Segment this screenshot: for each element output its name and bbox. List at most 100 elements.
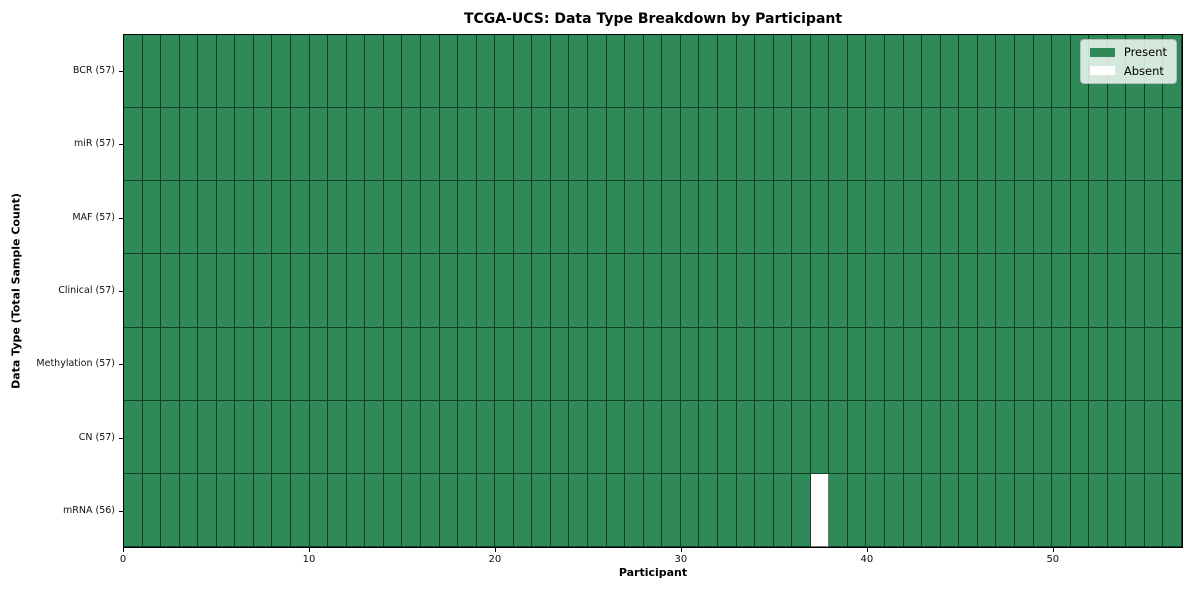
- y-tick-label-mir: miR (57): [73, 138, 115, 150]
- heatmap-cell: [903, 400, 923, 474]
- heatmap-cell: [495, 181, 514, 255]
- y-tick-label-bcr: BCR (57): [72, 64, 115, 76]
- heatmap-cell: [402, 254, 421, 328]
- y-tick-mark: [119, 437, 123, 439]
- heatmap-cell: [922, 108, 941, 182]
- heatmap-cell: [1107, 108, 1127, 182]
- heatmap-cell: [179, 254, 199, 328]
- heatmap-cell: [829, 35, 848, 109]
- heatmap-cell: [402, 108, 421, 182]
- x-tick-mark: [308, 548, 310, 552]
- heatmap-cell: [1163, 400, 1182, 474]
- heatmap-cell: [736, 254, 756, 328]
- heatmap-cell: [903, 108, 923, 182]
- heatmap-cell: [179, 108, 199, 182]
- heatmap-cell: [198, 108, 217, 182]
- heatmap-cell: [922, 327, 941, 401]
- heatmap-cell: [792, 400, 811, 474]
- heatmap-cell: [216, 254, 236, 328]
- heatmap-cell: [142, 108, 162, 182]
- y-tick-label-maf: MAF (57): [72, 211, 115, 223]
- heatmap-cell: [439, 35, 459, 109]
- heatmap-cell: [1163, 254, 1182, 328]
- heatmap-cell: [1089, 400, 1108, 474]
- heatmap-cell: [736, 108, 756, 182]
- heatmap-cell: [476, 254, 496, 328]
- heatmap-cell: [699, 400, 718, 474]
- heatmap-cell: [291, 35, 310, 109]
- heatmap-cell: [829, 254, 848, 328]
- heatmap-cell: [1052, 473, 1071, 547]
- heatmap-cell: [810, 35, 830, 109]
- heatmap-cell: [161, 254, 180, 328]
- heatmap-cell: [773, 254, 793, 328]
- heatmap-cell: [235, 400, 254, 474]
- y-tick-label-mrna: mRNA (56): [63, 505, 115, 517]
- legend-label: Present: [1123, 45, 1167, 59]
- heatmap-cell: [959, 327, 978, 401]
- heatmap-cell: [755, 35, 774, 109]
- heatmap-cell: [699, 327, 718, 401]
- heatmap-cell: [365, 254, 384, 328]
- heatmap-cell: [1126, 473, 1145, 547]
- heatmap-cell: [625, 254, 644, 328]
- heatmap-cell: [179, 35, 199, 109]
- heatmap-cell: [439, 400, 459, 474]
- heatmap-cell: [1126, 181, 1145, 255]
- heatmap-cell: [124, 108, 143, 182]
- heatmap-cell: [959, 254, 978, 328]
- heatmap-cell: [532, 327, 551, 401]
- chart-title: TCGA-UCS: Data Type Breakdown by Partici…: [463, 11, 843, 27]
- heatmap-cell: [291, 400, 310, 474]
- heatmap-cell: [606, 108, 626, 182]
- heatmap-cell: [680, 108, 700, 182]
- heatmap-cell: [588, 400, 607, 474]
- heatmap-cell: [365, 473, 384, 547]
- heatmap-cell: [606, 181, 626, 255]
- heatmap-cell: [1144, 473, 1164, 547]
- heatmap-cell: [792, 181, 811, 255]
- heatmap-cell: [495, 400, 514, 474]
- heatmap-cell: [253, 254, 273, 328]
- heatmap-cell: [365, 181, 384, 255]
- heatmap-cell: [606, 400, 626, 474]
- heatmap-cell: [1014, 400, 1034, 474]
- heatmap-cell: [1070, 473, 1090, 547]
- heatmap-cell: [569, 108, 589, 182]
- y-tick-mark: [119, 70, 123, 72]
- heatmap-cell: [847, 35, 867, 109]
- y-tick-label-methylation: Methylation (57): [36, 358, 115, 370]
- legend-swatch-absent: [1089, 66, 1115, 76]
- heatmap-cell: [161, 35, 180, 109]
- legend-item-present: Present: [1089, 45, 1167, 59]
- heatmap-cell: [1126, 254, 1145, 328]
- heatmap-cell: [532, 108, 551, 182]
- x-tick-mark: [1052, 548, 1054, 552]
- heatmap-cell: [476, 400, 496, 474]
- heatmap-cell: [1014, 473, 1034, 547]
- heatmap-cell: [792, 473, 811, 547]
- heatmap-cell: [903, 35, 923, 109]
- heatmap-cell: [198, 327, 217, 401]
- heatmap-cell: [253, 35, 273, 109]
- heatmap-cell: [124, 327, 143, 401]
- heatmap-cell: [402, 35, 421, 109]
- heatmap-cell: [717, 473, 737, 547]
- heatmap-cell: [922, 473, 941, 547]
- heatmap-cell: [606, 327, 626, 401]
- legend-swatch-present: [1089, 47, 1115, 57]
- legend: Present Absent: [1079, 39, 1177, 85]
- heatmap-cell: [420, 35, 440, 109]
- heatmap-cell: [179, 181, 199, 255]
- legend-label: Absent: [1123, 63, 1164, 78]
- heatmap-cell: [755, 327, 774, 401]
- heatmap-cell: [1033, 400, 1053, 474]
- heatmap-cell: [717, 400, 737, 474]
- heatmap-cell: [346, 108, 366, 182]
- heatmap-cell: [124, 473, 143, 547]
- heatmap-cell: [198, 473, 217, 547]
- heatmap-cell: [550, 108, 570, 182]
- heatmap-cell: [1070, 108, 1090, 182]
- heatmap-cell: [773, 400, 793, 474]
